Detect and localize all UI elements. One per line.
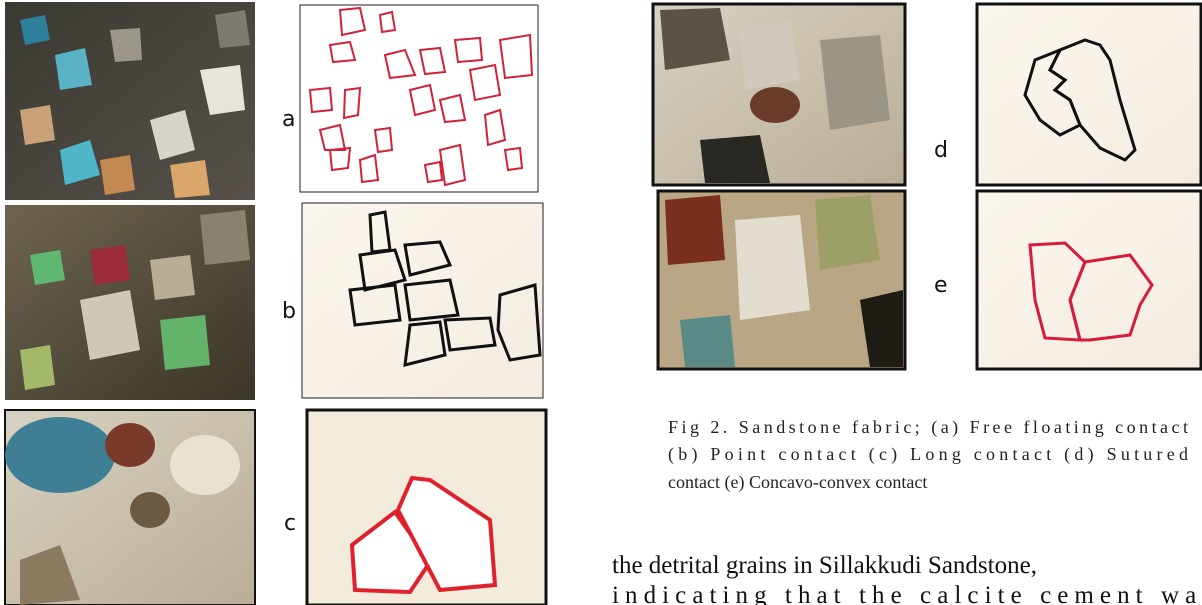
photo-d: [653, 4, 905, 185]
panel-label: b: [282, 299, 296, 324]
tracing-e: [977, 191, 1201, 369]
tracing-d: [977, 4, 1201, 185]
photo-a: [5, 2, 255, 200]
body-text: indicating that the calcite cement was: [612, 582, 1202, 605]
page: a b c d e Fig 2. Sandstone fabric; (a) F…: [0, 0, 1202, 605]
tracing-b: [302, 203, 543, 398]
caption-line: (b) Point contact (c) Long contact (d) S…: [668, 444, 1188, 465]
tracing-c: [307, 410, 546, 605]
panel-label: a: [282, 107, 295, 132]
caption-line: Fig 2. Sandstone fabric; (a) Free floati…: [668, 417, 1188, 438]
photo-e: [658, 191, 905, 369]
caption-line: contact (e) Concavo-convex contact: [668, 472, 927, 493]
panel-label: e: [934, 273, 948, 298]
photo-c: [5, 410, 255, 605]
body-text: the detrital grains in Sillakkudi Sandst…: [612, 552, 1037, 579]
photo-b: [5, 205, 255, 400]
panel-label: d: [934, 138, 948, 163]
tracing-a: [300, 5, 538, 192]
panel-label: c: [284, 511, 296, 536]
